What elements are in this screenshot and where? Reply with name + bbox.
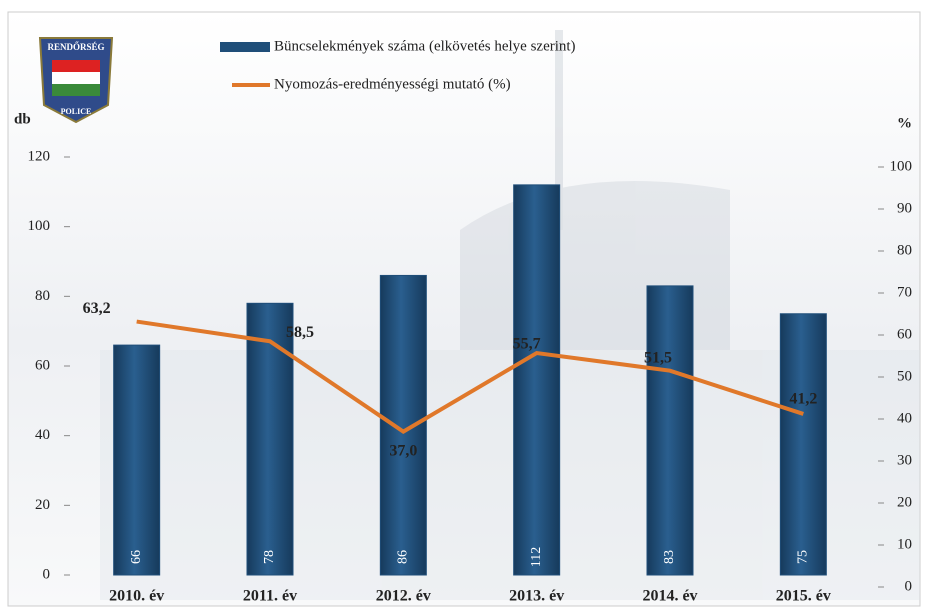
y2-tick-label: 10 [897,536,912,552]
x-tick-label: 2011. év [243,588,297,605]
bar [379,274,427,576]
y2-axis-label: % [897,115,912,131]
y2-tick-label: 50 [897,368,912,384]
logo-top: RENDŐRSÉG [47,42,104,52]
y2-tick-label: 70 [897,284,912,300]
x-tick-label: 2014. év [642,588,697,605]
y2-tick-label: 80 [897,242,912,258]
y-tick-label: 80 [35,288,50,304]
y2-tick-label: 0 [905,578,913,594]
bar [246,302,294,576]
bar-value-label: 83 [662,550,677,564]
bar-value-label: 78 [262,550,277,564]
bar-value-label: 66 [129,550,144,564]
x-tick-label: 2010. év [109,588,164,605]
legend-swatch [220,42,270,52]
bar [113,344,161,576]
bar-value-label: 75 [796,550,811,564]
bar-value-label: 86 [396,550,411,564]
x-tick-label: 2015. év [776,588,831,605]
line-value-label: 55,7 [513,336,541,353]
y-tick-label: 60 [35,357,50,373]
logo-bottom: POLICE [61,107,92,116]
y2-tick-label: 60 [897,326,912,342]
y-tick-label: 100 [28,218,51,234]
y2-tick-label: 30 [897,452,912,468]
y-tick-label: 20 [35,497,50,513]
x-tick-label: 2012. év [376,588,431,605]
y-tick-label: 120 [28,148,51,164]
logo: RENDŐRSÉG POLICE [38,37,114,124]
y-tick-label: 0 [43,566,51,582]
y2-tick-label: 40 [897,410,912,426]
bar [779,313,827,576]
bar [646,285,694,576]
line-value-label: 37,0 [389,442,417,459]
y-tick-label: 40 [35,427,50,443]
bar [513,184,561,576]
legend-label: Büncselekmények száma (elkövetés helye s… [274,38,576,54]
line-value-label: 63,2 [83,300,111,317]
x-tick-label: 2013. év [509,588,564,605]
y2-tick-label: 100 [890,158,913,174]
y-axis-label: db [14,111,31,127]
line-value-label: 58,5 [286,324,314,341]
line-value-label: 51,5 [644,349,672,366]
line-value-label: 41,2 [789,391,817,408]
y2-tick-label: 90 [897,200,912,216]
line [136,319,804,434]
bar-value-label: 112 [529,547,544,567]
y2-tick-label: 20 [897,494,912,510]
legend-label: Nyomozás-eredményességi mutató (%) [274,76,511,92]
